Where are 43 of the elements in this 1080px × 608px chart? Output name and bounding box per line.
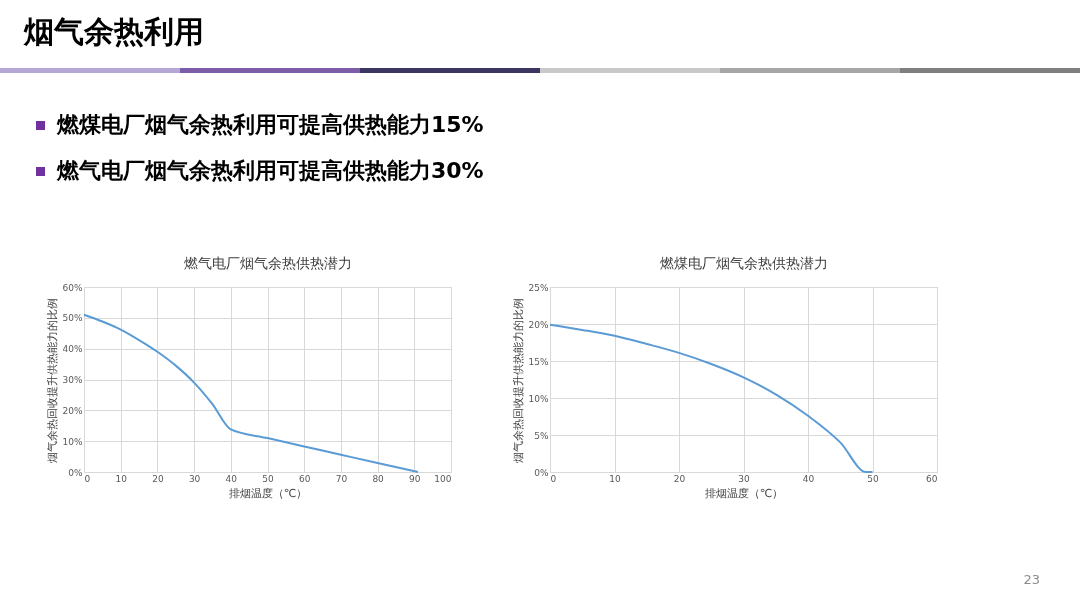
x-tick-label: 30 (738, 473, 750, 484)
x-tick-label: 50 (262, 473, 274, 484)
y-axis-title: 烟气余热回收提升供热能力的比例 (46, 297, 59, 463)
x-tick-label: 80 (372, 473, 385, 484)
y-tick-label: 40% (62, 344, 83, 355)
x-axis-title: 排烟温度（℃） (228, 486, 308, 500)
x-tick-label: 100 (434, 473, 452, 484)
text: 燃气电厂烟气余热利用可提高供热能力30% (57, 157, 484, 185)
x-tick-label: 70 (335, 473, 348, 484)
x-axis-title: 排烟温度（℃） (704, 486, 784, 500)
x-tick-label: 90 (409, 473, 421, 484)
y-tick-label: 25% (528, 282, 549, 293)
x-tick-label: 40 (225, 473, 238, 484)
x-tick-label: 60 (298, 473, 311, 484)
x-tick-label: 0 (550, 473, 557, 484)
y-tick-label: 0% (68, 467, 83, 478)
y-tick-label: 60% (62, 282, 83, 293)
y-axis-title: 烟气余热回收提升供热能力的比例 (512, 297, 525, 463)
y-tick-label: 10% (62, 436, 83, 447)
chart-title: 燃煤电厂烟气余热供热潜力 (659, 255, 828, 271)
x-tick-label: 20 (152, 473, 164, 484)
x-tick-label: 10 (115, 473, 128, 484)
text: 烟气余热利用 (24, 13, 204, 51)
y-tick-label: 50% (62, 313, 83, 324)
chart-title: 燃气电厂烟气余热供热潜力 (183, 255, 352, 271)
y-tick-label: 0% (534, 467, 549, 478)
y-tick-label: 5% (534, 430, 549, 441)
x-tick-label: 60 (926, 473, 938, 484)
line-series (549, 323, 874, 473)
x-tick-label: 30 (188, 473, 201, 484)
y-tick-label: 10% (528, 393, 549, 404)
text: 23 (1023, 572, 1040, 587)
x-tick-label: 50 (867, 473, 879, 484)
y-tick-label: 30% (62, 375, 83, 385)
line-series (83, 313, 419, 473)
y-tick-label: 15% (528, 356, 549, 367)
x-tick-label: 40 (802, 473, 815, 484)
x-tick-label: 10 (609, 473, 621, 484)
x-tick-label: 20 (673, 473, 686, 484)
y-tick-label: 20% (528, 319, 549, 330)
x-tick-label: 0 (84, 473, 91, 484)
text: 燃煤电厂烟气余热利用可提高供热能力15% (57, 111, 484, 139)
y-tick-label: 20% (62, 405, 83, 416)
